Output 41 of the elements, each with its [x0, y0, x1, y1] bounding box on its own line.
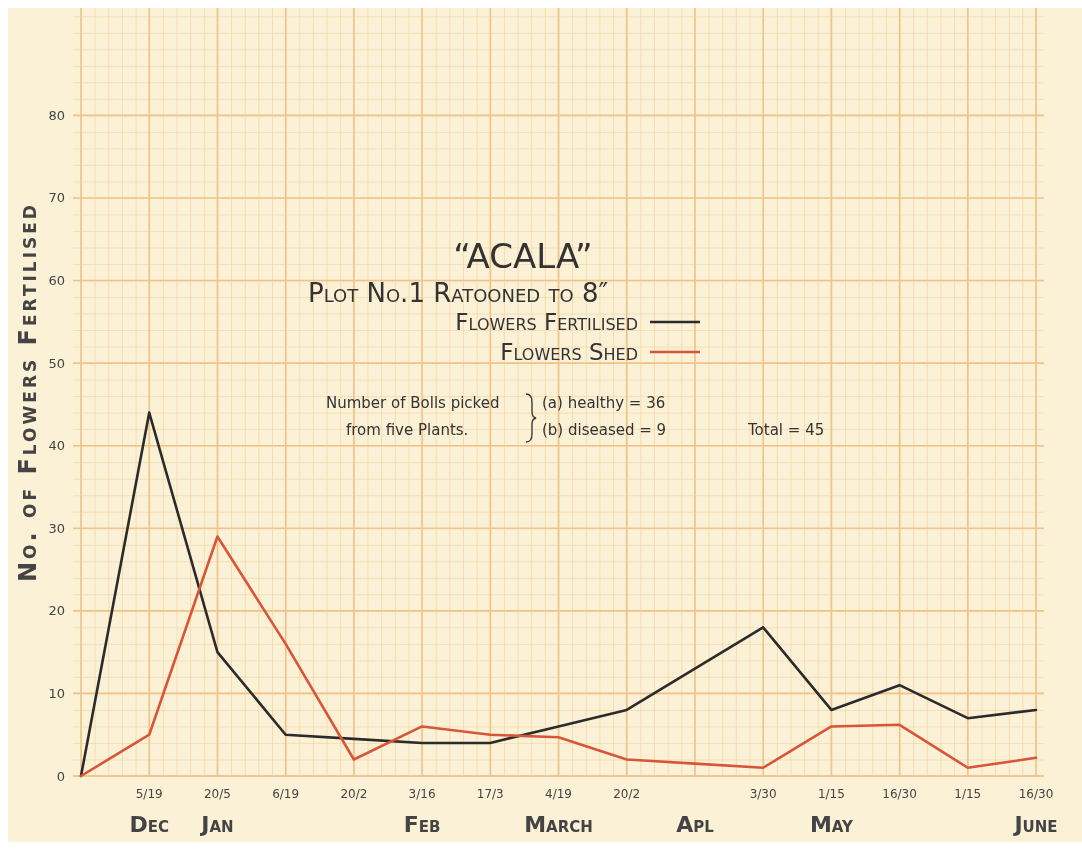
x-tick-label: 3/16 — [408, 787, 436, 801]
x-tick-label: 1/15 — [954, 787, 982, 801]
x-tick-label: 16/30 — [882, 787, 917, 801]
y-axis-title: No. of Flowers Fertilised — [14, 202, 42, 582]
text: Feb — [403, 812, 441, 837]
annotation: (b) diseased = 9 — [542, 421, 667, 439]
y-tick-label: 0 — [56, 768, 65, 784]
x-tick-label: 6/19 — [272, 787, 300, 801]
x-tick-label: 1/15 — [817, 787, 845, 801]
text: Apl — [676, 812, 715, 837]
x-tick-label: 17/3 — [476, 787, 504, 801]
line-series — [79, 535, 1038, 778]
x-tick-label: 5/19 — [135, 787, 163, 801]
x-tick-label: 20/5 — [203, 787, 231, 801]
text: Jan — [199, 812, 234, 837]
text: Dec — [129, 812, 169, 837]
legend-label: Flowers Fertilised — [455, 309, 638, 335]
x-tick-label: 3/30 — [749, 787, 777, 801]
text: “ACALA” — [453, 236, 593, 276]
text: March — [524, 812, 593, 837]
text: May — [809, 812, 854, 837]
line-series — [79, 411, 1038, 778]
y-tick-label: 70 — [48, 190, 65, 206]
x-tick-label: 16/30 — [1018, 787, 1054, 801]
x-tick-label: 20/2 — [613, 787, 641, 801]
x-tick-label: 4/19 — [545, 787, 572, 801]
annotation: from five Plants. — [346, 421, 469, 439]
y-tick-label: 20 — [48, 603, 65, 619]
text: June — [1012, 812, 1058, 837]
y-tick-label: 50 — [48, 355, 65, 371]
annotation: (a) healthy = 36 — [542, 394, 666, 412]
x-tick-label: 20/2 — [340, 787, 368, 801]
y-tick-label: 40 — [48, 438, 65, 454]
legend-label: Flowers Shed — [500, 339, 638, 365]
y-tick-label: 60 — [48, 273, 65, 289]
annotation: Number of Bolls picked — [326, 394, 500, 412]
y-tick-label: 80 — [48, 107, 65, 123]
text: Plot No.1 Ratooned to 8″ — [308, 278, 609, 308]
annotation: Total = 45 — [747, 421, 825, 439]
y-tick-label: 10 — [48, 685, 65, 701]
y-tick-label: 30 — [48, 520, 65, 536]
